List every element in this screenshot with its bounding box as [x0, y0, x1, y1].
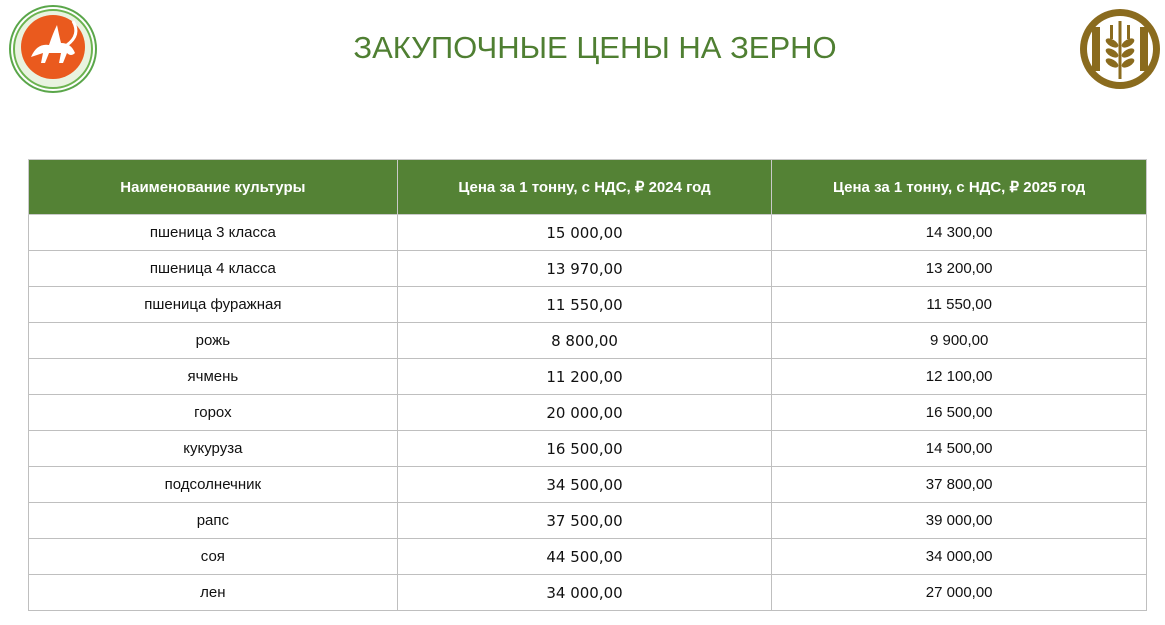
table-row: пшеница 4 класса 13 970,00 13 200,00: [28, 250, 1147, 287]
crop-name-cell: пшеница фуражная: [28, 286, 398, 323]
price-2024-cell: 16 500,00: [396, 430, 773, 467]
price-2025-cell: 14 500,00: [771, 430, 1147, 467]
table-row: ячмень 11 200,00 12 100,00: [28, 358, 1147, 395]
table-row: рапс 37 500,00 39 000,00: [28, 502, 1147, 539]
price-2024-cell: 44 500,00: [396, 538, 773, 575]
header-crop-name: Наименование культуры: [28, 159, 398, 215]
crop-name-cell: кукуруза: [28, 430, 398, 467]
page-title: ЗАКУПОЧНЫЕ ЦЕНЫ НА ЗЕРНО: [353, 30, 837, 65]
price-2024-cell: 34 000,00: [396, 574, 773, 611]
table-row: подсолнечник 34 500,00 37 800,00: [28, 466, 1147, 503]
table-row: пшеница 3 класса 15 000,00 14 300,00: [28, 214, 1147, 251]
price-2025-cell: 37 800,00: [771, 466, 1147, 503]
price-2025-cell: 16 500,00: [771, 394, 1147, 431]
crop-name-cell: пшеница 3 класса: [28, 214, 398, 251]
crop-name-cell: рожь: [28, 322, 398, 359]
price-2025-cell: 13 200,00: [771, 250, 1147, 287]
crop-name-cell: рапс: [28, 502, 398, 539]
price-2024-cell: 11 200,00: [396, 358, 773, 395]
header-price-2024: Цена за 1 тонну, с НДС, ₽ 2024 год: [396, 159, 773, 215]
table-row: горох 20 000,00 16 500,00: [28, 394, 1147, 431]
price-2024-cell: 37 500,00: [396, 502, 773, 539]
price-2024-cell: 20 000,00: [396, 394, 773, 431]
price-2025-cell: 39 000,00: [771, 502, 1147, 539]
crop-name-cell: лен: [28, 574, 398, 611]
crop-name-cell: подсолнечник: [28, 466, 398, 503]
tatarstan-emblem-logo: [9, 5, 97, 93]
wheat-ear-logo: [1080, 9, 1160, 89]
price-2025-cell: 14 300,00: [771, 214, 1147, 251]
price-2024-cell: 13 970,00: [396, 250, 773, 287]
crop-name-cell: ячмень: [28, 358, 398, 395]
crop-name-cell: соя: [28, 538, 398, 575]
price-2025-cell: 27 000,00: [771, 574, 1147, 611]
price-2025-cell: 12 100,00: [771, 358, 1147, 395]
table-header-row: Наименование культуры Цена за 1 тонну, с…: [28, 159, 1147, 215]
table-row: кукуруза 16 500,00 14 500,00: [28, 430, 1147, 467]
price-2025-cell: 9 900,00: [771, 322, 1147, 359]
price-2025-cell: 34 000,00: [771, 538, 1147, 575]
grain-prices-table: Наименование культуры Цена за 1 тонну, с…: [28, 159, 1147, 611]
table-row: соя 44 500,00 34 000,00: [28, 538, 1147, 575]
table-row: рожь 8 800,00 9 900,00: [28, 322, 1147, 359]
crop-name-cell: горох: [28, 394, 398, 431]
price-2024-cell: 11 550,00: [396, 286, 773, 323]
price-2025-cell: 11 550,00: [771, 286, 1147, 323]
table-row: пшеница фуражная 11 550,00 11 550,00: [28, 286, 1147, 323]
price-2024-cell: 15 000,00: [396, 214, 773, 251]
header-price-2025: Цена за 1 тонну, с НДС, ₽ 2025 год: [771, 159, 1147, 215]
table-row: лен 34 000,00 27 000,00: [28, 574, 1147, 611]
price-2024-cell: 8 800,00: [396, 322, 773, 359]
crop-name-cell: пшеница 4 класса: [28, 250, 398, 287]
price-2024-cell: 34 500,00: [396, 466, 773, 503]
